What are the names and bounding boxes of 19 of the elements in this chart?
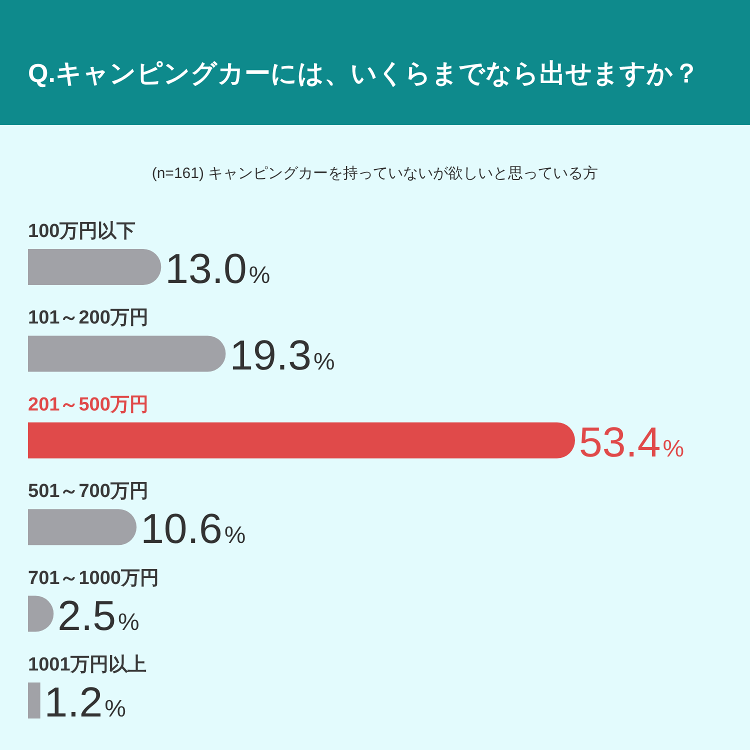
data-label: 10.6% [140,505,246,552]
data-label: 13.0% [165,245,270,292]
chart-subtitle: (n=161) キャンピングカーを持っていないが欲しいと思っている方 [152,165,598,182]
y-tick-label: 101～200万円 [28,308,148,329]
y-tick-label: 1001万円以上 [28,654,146,676]
bar [28,249,162,285]
bar [28,509,137,546]
y-tick-label: 100万円以下 [28,220,136,242]
data-label: 19.3% [230,332,335,379]
bar [28,682,40,718]
data-label: 53.4% [579,418,684,466]
data-label: 2.5% [58,592,140,639]
y-tick-label: 201～500万円 [28,394,148,416]
chart-title: Q.キャンピングカーには、いくらまでなら出せますか？ [28,58,700,88]
bar [28,422,575,458]
bar [28,336,226,372]
y-tick-label: 701～1000万円 [28,568,159,589]
y-tick-label: 501～700万円 [28,481,148,502]
data-label: 1.2% [44,678,126,726]
